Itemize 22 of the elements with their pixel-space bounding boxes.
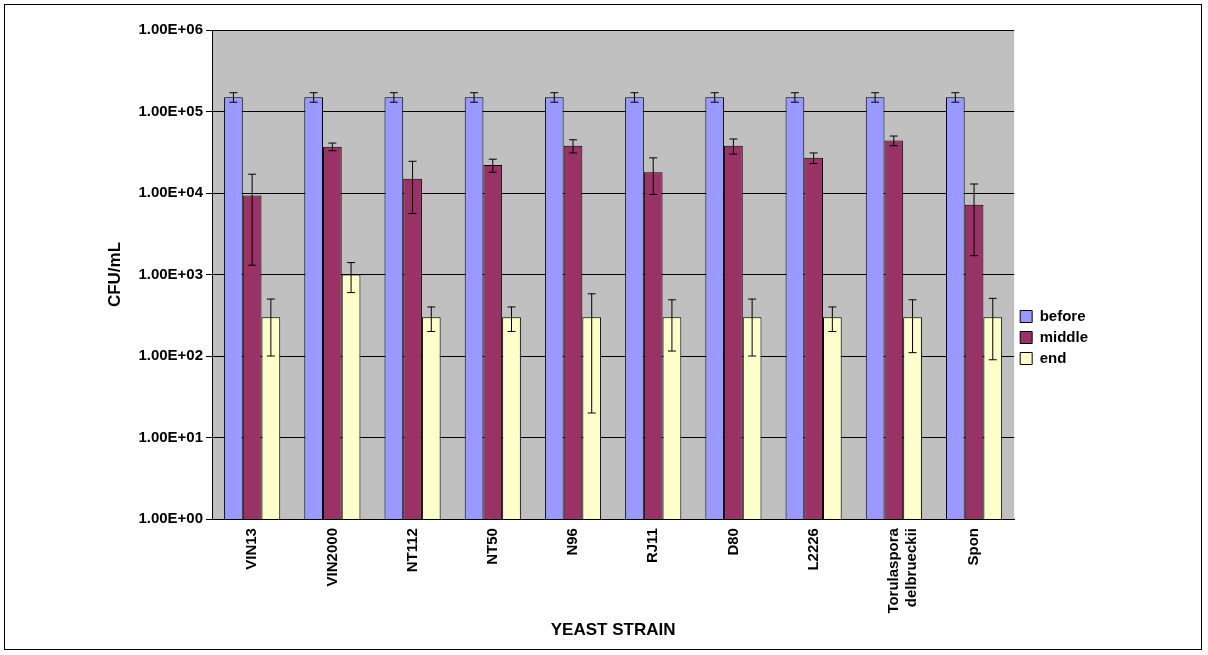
x-tick-label: NT50 (482, 528, 500, 565)
x-tick-label: VIN13 (242, 528, 260, 570)
x-tick-label: VIN2000 (322, 528, 340, 587)
y-tick-label: 1.00E+04 (138, 183, 204, 201)
legend-label: before (1039, 306, 1086, 324)
x-tick-label: RJ11 (643, 528, 661, 564)
legend-label: end (1039, 348, 1067, 366)
y-tick-label: 1.00E+02 (138, 346, 204, 364)
y-tick-label: 1.00E+03 (138, 264, 204, 282)
x-tick-label: Spon (964, 528, 982, 566)
x-axis-title: YEAST STRAIN (550, 620, 676, 640)
x-tick-label: L2226 (803, 528, 821, 571)
x-tick-label: D80 (723, 528, 741, 556)
x-tick-label: NT112 (402, 528, 420, 573)
y-tick-label: 1.00E+01 (138, 427, 204, 445)
x-tick-label: N96 (563, 528, 581, 556)
legend-label: middle (1039, 327, 1088, 345)
y-tick-label: 1.00E+06 (138, 20, 204, 38)
y-tick-label: 1.00E+05 (138, 101, 204, 119)
x-tick-label: Torulaspora delbrueckii (883, 527, 919, 614)
y-tick-label: 1.00E+00 (138, 509, 204, 527)
y-axis-title: CFU/mL (104, 241, 124, 308)
